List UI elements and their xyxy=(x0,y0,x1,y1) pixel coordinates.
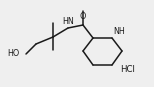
Text: HCl: HCl xyxy=(121,66,135,74)
Text: HO: HO xyxy=(7,50,19,58)
Text: HN: HN xyxy=(62,17,74,26)
Text: O: O xyxy=(80,12,86,21)
Text: NH: NH xyxy=(113,27,125,36)
